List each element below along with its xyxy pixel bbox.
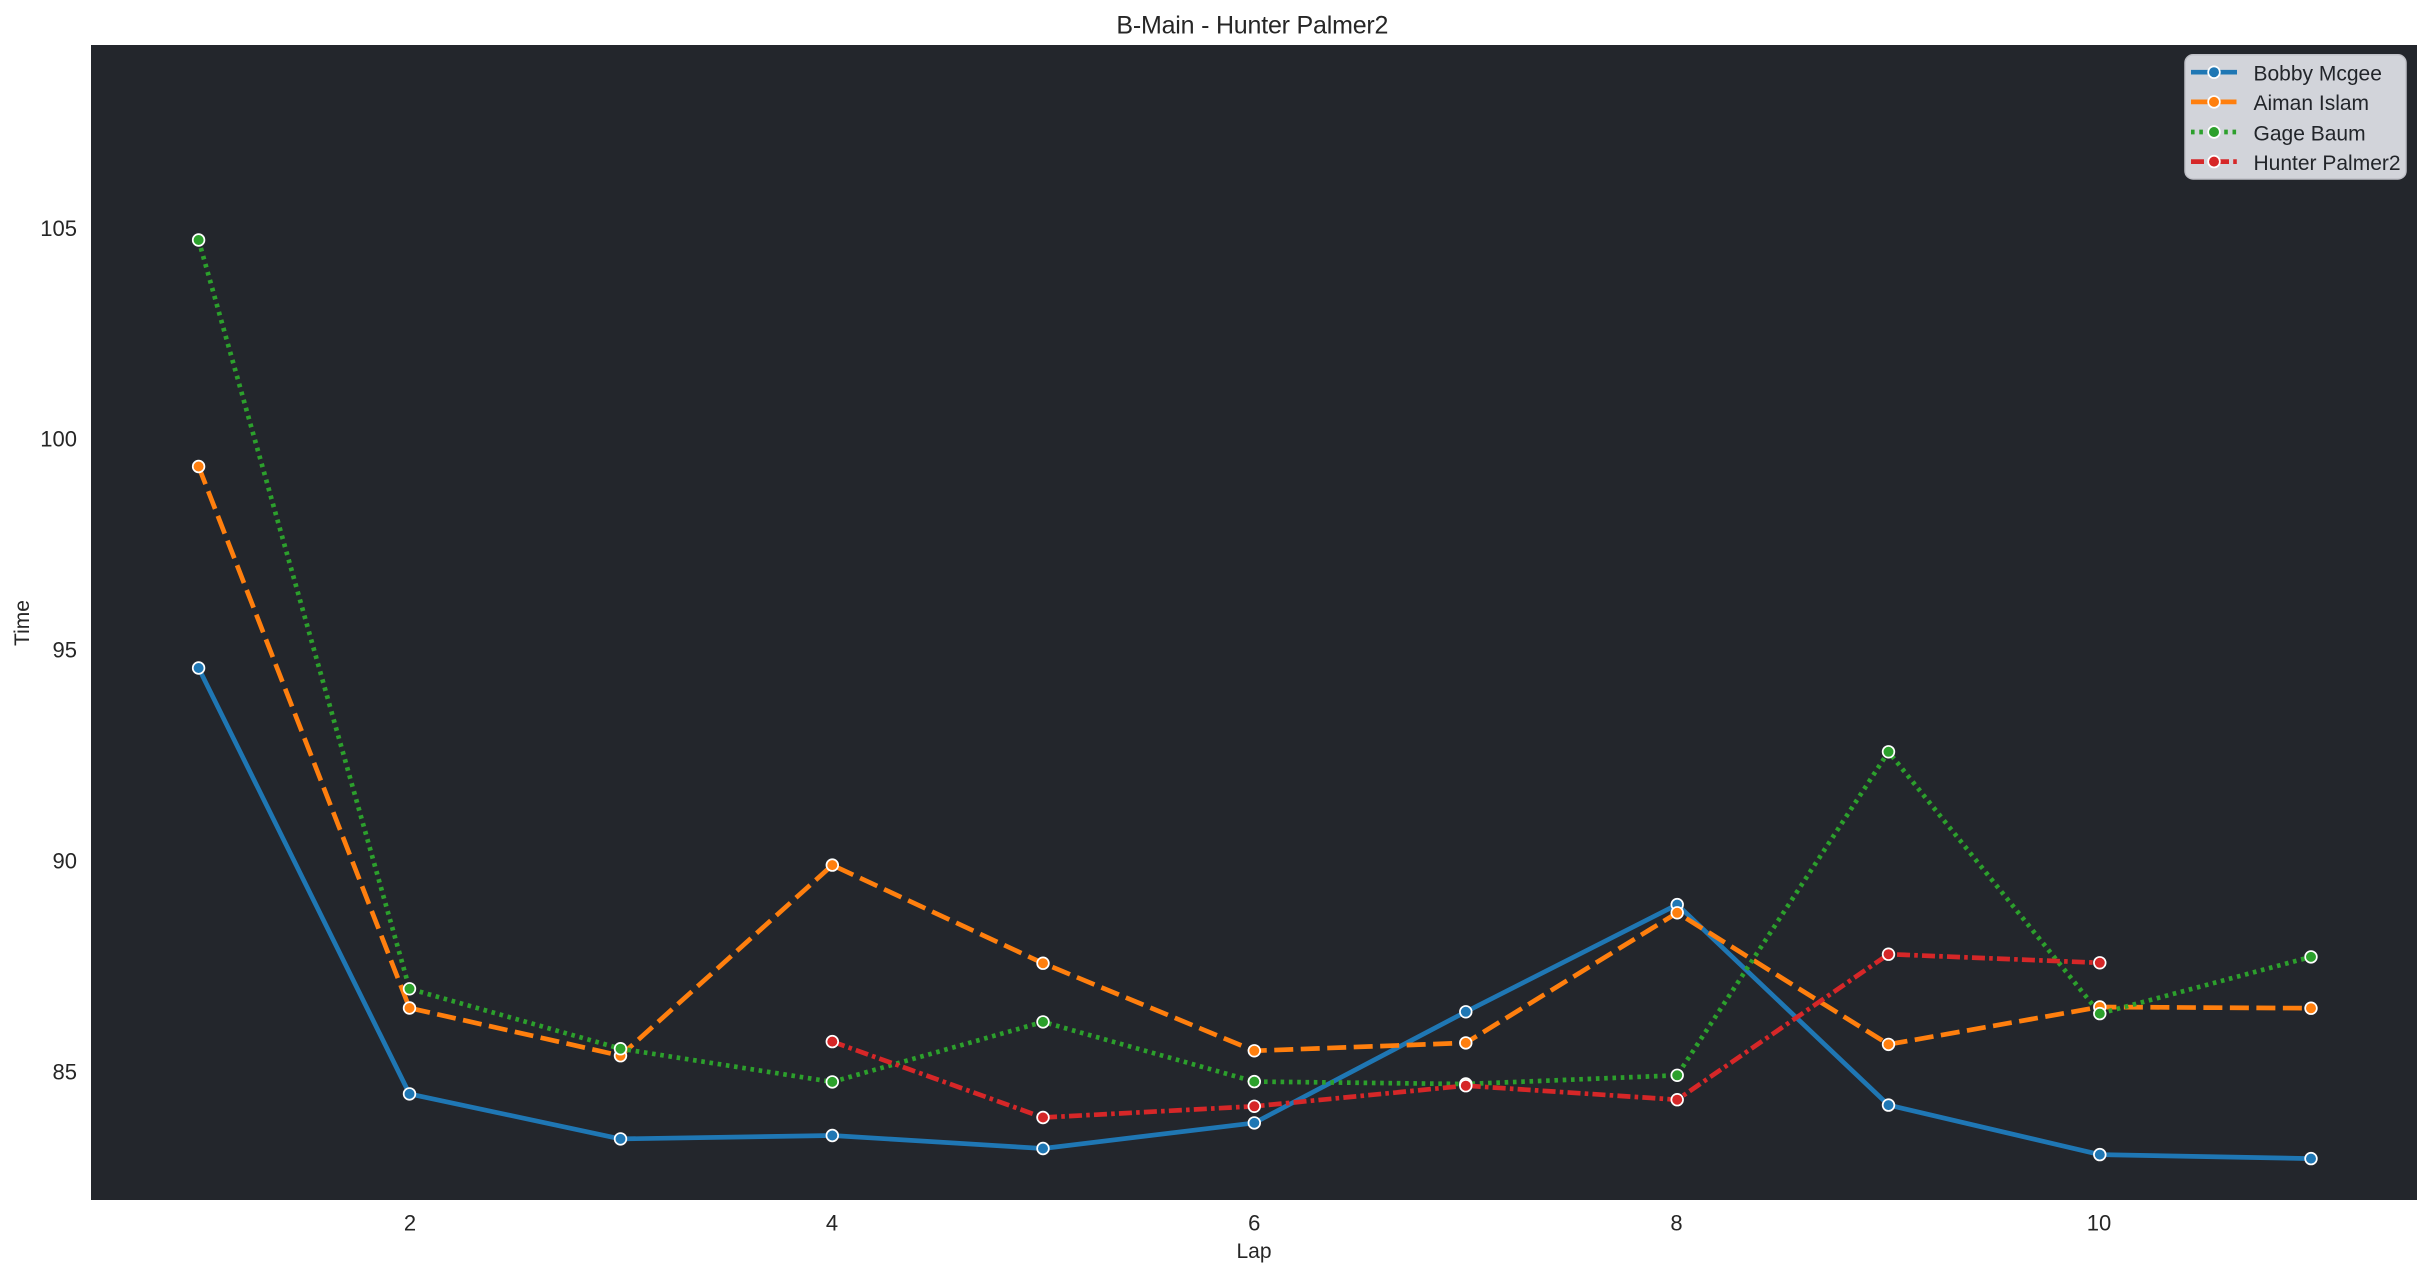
svg-text:90: 90 <box>53 848 77 873</box>
svg-text:Hunter Palmer2: Hunter Palmer2 <box>2254 152 2401 175</box>
svg-text:Aiman Islam: Aiman Islam <box>2254 92 2370 115</box>
svg-text:85: 85 <box>53 1059 77 1084</box>
svg-text:Gage Baum: Gage Baum <box>2254 122 2366 145</box>
svg-text:105: 105 <box>40 216 77 241</box>
svg-text:4: 4 <box>826 1211 838 1236</box>
svg-text:2: 2 <box>404 1211 416 1236</box>
svg-text:Lap: Lap <box>1236 1240 1271 1263</box>
svg-text:8: 8 <box>1670 1211 1682 1236</box>
svg-text:6: 6 <box>1248 1211 1260 1236</box>
svg-text:95: 95 <box>53 637 77 662</box>
svg-text:10: 10 <box>2087 1211 2111 1236</box>
svg-text:Bobby Mcgee: Bobby Mcgee <box>2254 63 2382 86</box>
svg-text:100: 100 <box>40 426 77 451</box>
svg-text:B-Main - Hunter Palmer2: B-Main - Hunter Palmer2 <box>1116 12 1388 40</box>
svg-text:Time: Time <box>11 600 34 646</box>
